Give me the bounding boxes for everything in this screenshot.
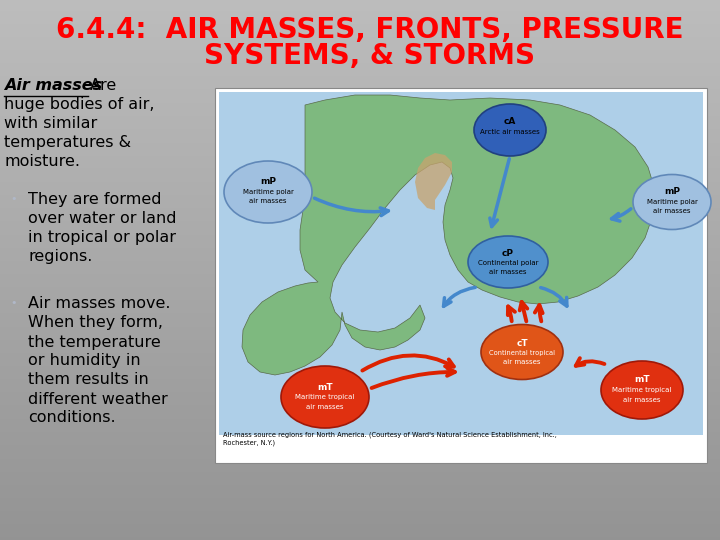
Text: Arctic air masses: Arctic air masses [480, 129, 540, 135]
FancyBboxPatch shape [219, 92, 703, 435]
Ellipse shape [474, 104, 546, 156]
Text: mP: mP [260, 178, 276, 186]
Text: air masses: air masses [503, 359, 541, 365]
Ellipse shape [481, 325, 563, 380]
Text: SYSTEMS, & STORMS: SYSTEMS, & STORMS [204, 42, 536, 70]
Text: Maritime tropical: Maritime tropical [612, 387, 672, 393]
FancyBboxPatch shape [215, 88, 707, 463]
Text: Air-mass source regions for North America. (Courtesy of Ward's Natural Science E: Air-mass source regions for North Americ… [223, 432, 557, 438]
Text: mT: mT [318, 382, 333, 392]
Text: Maritime polar: Maritime polar [647, 199, 698, 205]
Text: air masses: air masses [653, 208, 690, 214]
Ellipse shape [281, 366, 369, 428]
Text: moisture.: moisture. [4, 154, 80, 169]
Text: •: • [10, 194, 17, 204]
Text: or humidity in: or humidity in [28, 354, 140, 368]
Text: air masses: air masses [249, 198, 287, 204]
Text: in tropical or polar: in tropical or polar [28, 230, 176, 245]
Text: Maritime polar: Maritime polar [243, 189, 294, 195]
Ellipse shape [601, 361, 683, 419]
Text: Maritime tropical: Maritime tropical [295, 394, 355, 400]
Text: mT: mT [634, 375, 650, 384]
Text: Are: Are [90, 78, 117, 93]
Text: over water or land: over water or land [28, 211, 176, 226]
Polygon shape [242, 95, 655, 375]
Text: When they form,: When they form, [28, 315, 163, 330]
Text: 6.4.4:  AIR MASSES, FRONTS, PRESSURE: 6.4.4: AIR MASSES, FRONTS, PRESSURE [56, 16, 684, 44]
Ellipse shape [468, 236, 548, 288]
Polygon shape [415, 153, 452, 210]
Ellipse shape [224, 161, 312, 223]
Text: Continental polar: Continental polar [478, 260, 539, 266]
Text: •: • [10, 299, 17, 308]
Text: them results in: them results in [28, 373, 149, 388]
Text: air masses: air masses [490, 269, 527, 275]
Text: air masses: air masses [306, 404, 343, 410]
Text: Air masses move.: Air masses move. [28, 296, 171, 312]
Text: with similar: with similar [4, 116, 97, 131]
Text: conditions.: conditions. [28, 410, 116, 426]
Text: different weather: different weather [28, 392, 168, 407]
Text: air masses: air masses [624, 397, 661, 403]
Text: Air masses: Air masses [4, 78, 102, 93]
Text: temperatures &: temperatures & [4, 135, 131, 150]
Text: cT: cT [516, 339, 528, 348]
Text: cA: cA [504, 118, 516, 126]
Text: huge bodies of air,: huge bodies of air, [4, 97, 155, 112]
Text: Rochester, N.Y.): Rochester, N.Y.) [223, 440, 275, 447]
Text: Continental tropical: Continental tropical [489, 350, 555, 356]
Text: the temperature: the temperature [28, 334, 161, 349]
Text: mP: mP [664, 187, 680, 197]
Text: cP: cP [502, 248, 514, 258]
Text: regions.: regions. [28, 249, 92, 264]
Text: They are formed: They are formed [28, 192, 161, 207]
Ellipse shape [633, 174, 711, 230]
